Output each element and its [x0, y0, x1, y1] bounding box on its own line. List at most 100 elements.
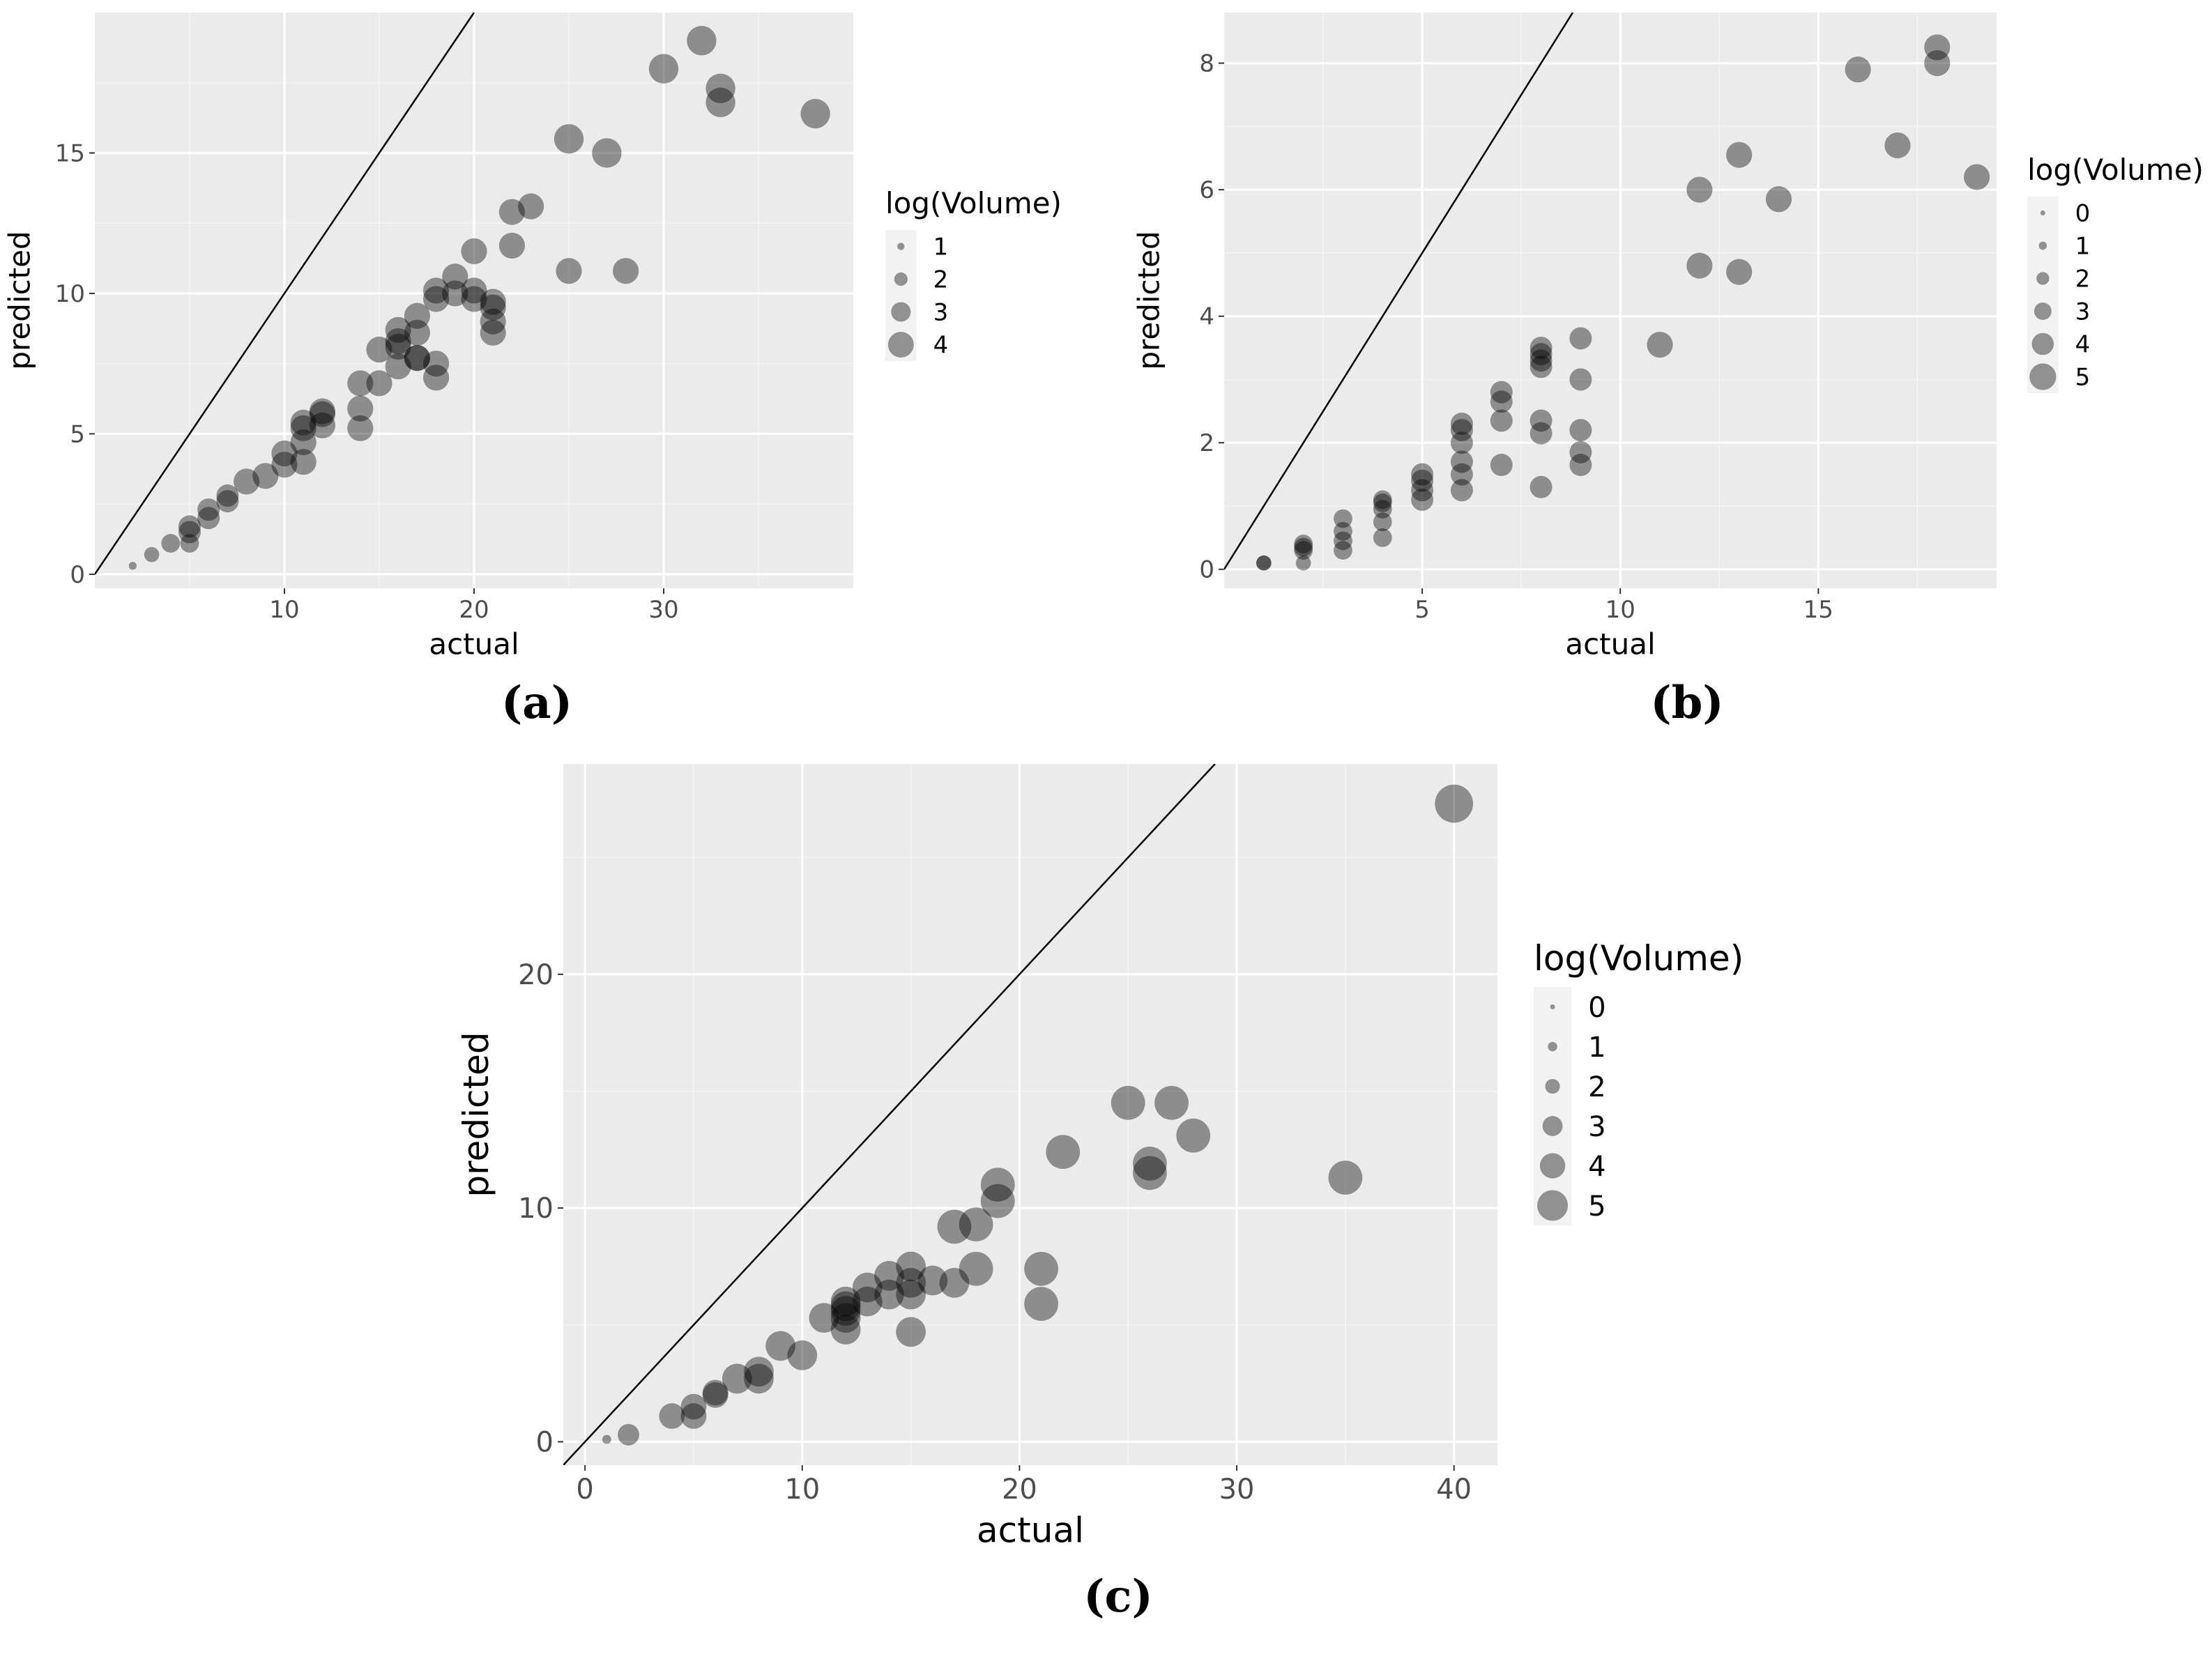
data-point	[1726, 141, 1753, 168]
legend-key-symbol	[2040, 211, 2045, 215]
data-point	[800, 98, 830, 129]
data-point	[1530, 355, 1553, 378]
legend-label: 4	[933, 332, 949, 360]
data-point	[744, 1356, 774, 1387]
data-point	[178, 521, 201, 544]
data-point	[1490, 454, 1513, 476]
data-point	[290, 415, 316, 441]
legend-label: 3	[2075, 298, 2091, 326]
data-point	[442, 280, 468, 307]
legend-label: 1	[933, 234, 949, 261]
data-point	[602, 1434, 611, 1444]
data-point	[980, 1168, 1015, 1202]
data-point	[722, 1363, 752, 1394]
data-point	[1530, 343, 1553, 366]
data-point	[937, 1209, 972, 1244]
data-point	[1111, 1085, 1145, 1120]
legend-key-symbol	[2036, 272, 2050, 285]
y-tick-label: 15	[55, 139, 85, 167]
y-tick-label: 4	[1199, 303, 1214, 331]
reference-line	[563, 764, 1216, 1465]
data-point	[1046, 1135, 1081, 1170]
plot-background	[563, 764, 1497, 1465]
legend-key-symbol	[891, 302, 911, 322]
legend-label: 2	[933, 266, 949, 294]
x-tick-label: 10	[784, 1474, 820, 1506]
legend-key-symbol	[1539, 1153, 1566, 1179]
reference-line	[95, 13, 475, 575]
data-point	[852, 1286, 883, 1317]
x-tick-label: 10	[1605, 596, 1635, 624]
legend-label: 2	[2075, 266, 2091, 293]
data-point	[271, 452, 298, 478]
data-point	[178, 515, 201, 538]
data-point	[1569, 454, 1592, 476]
data-point	[1294, 535, 1313, 553]
legend-label: 1	[1588, 1032, 1605, 1064]
legend-title: log(Volume)	[1534, 938, 1744, 979]
data-point	[765, 1331, 796, 1361]
y-axis-title: predicted	[2, 231, 36, 369]
data-point	[385, 353, 411, 380]
data-point	[1411, 463, 1434, 486]
data-point	[366, 336, 392, 363]
data-point	[404, 344, 431, 372]
data-point	[1176, 1118, 1211, 1153]
data-point	[347, 395, 374, 422]
data-point	[1530, 337, 1553, 360]
chart-panel-c: 0 10 20 30 4001020actualpredictedlog(Volume)…	[456, 764, 1744, 1623]
data-point	[252, 463, 279, 489]
data-point	[461, 238, 487, 265]
legend: log(Volume) 0 1 2 3 4 5	[2027, 153, 2204, 393]
data-point	[1530, 475, 1553, 498]
legend-key-symbol	[897, 243, 905, 250]
data-point	[1726, 259, 1753, 285]
data-point	[1569, 419, 1592, 442]
data-point	[385, 316, 411, 343]
data-point	[1686, 176, 1713, 203]
data-point	[197, 507, 220, 530]
data-point	[1569, 327, 1592, 350]
data-point	[290, 429, 316, 456]
legend-label: 2	[1588, 1071, 1605, 1103]
data-point	[480, 294, 506, 321]
data-point	[1024, 1287, 1058, 1321]
data-point	[613, 258, 639, 284]
x-axis-title: actual	[977, 1510, 1084, 1551]
x-tick-label: 5	[1414, 596, 1430, 624]
data-point	[1450, 413, 1473, 435]
data-point	[347, 370, 374, 397]
legend-key-symbol	[1537, 1190, 1569, 1221]
data-point	[480, 289, 506, 315]
x-tick-label: 15	[1803, 596, 1833, 624]
data-point	[702, 1379, 729, 1406]
x-tick-label: 40	[1436, 1474, 1472, 1506]
y-tick-label: 20	[518, 959, 554, 991]
data-point	[290, 409, 316, 436]
x-axis-title: actual	[429, 627, 519, 661]
legend-key-symbol	[894, 272, 908, 286]
data-point	[1373, 528, 1392, 547]
data-point	[1411, 479, 1434, 502]
data-point	[1569, 441, 1592, 464]
legend-label: 3	[933, 299, 949, 327]
data-point	[1334, 531, 1352, 551]
data-point	[1294, 537, 1313, 557]
data-point	[917, 1265, 948, 1296]
data-point	[1133, 1156, 1167, 1191]
data-point	[1490, 390, 1513, 413]
x-axis-title: actual	[1565, 627, 1655, 661]
y-axis-title: predicted	[456, 1032, 496, 1197]
data-point	[1334, 521, 1352, 541]
data-point	[659, 1403, 685, 1429]
data-point	[498, 199, 526, 225]
data-point	[1373, 490, 1392, 510]
legend-key-symbol	[1548, 1041, 1557, 1052]
legend-label: 0	[1588, 992, 1605, 1024]
chart-panel-a: 10 20 30 0 5 10 15 actual predicted log(Volume) 1 2…	[2, 13, 1062, 729]
data-point	[347, 415, 374, 441]
data-point	[1435, 784, 1474, 823]
y-tick-label: 8	[1199, 50, 1214, 78]
data-point	[896, 1317, 926, 1347]
